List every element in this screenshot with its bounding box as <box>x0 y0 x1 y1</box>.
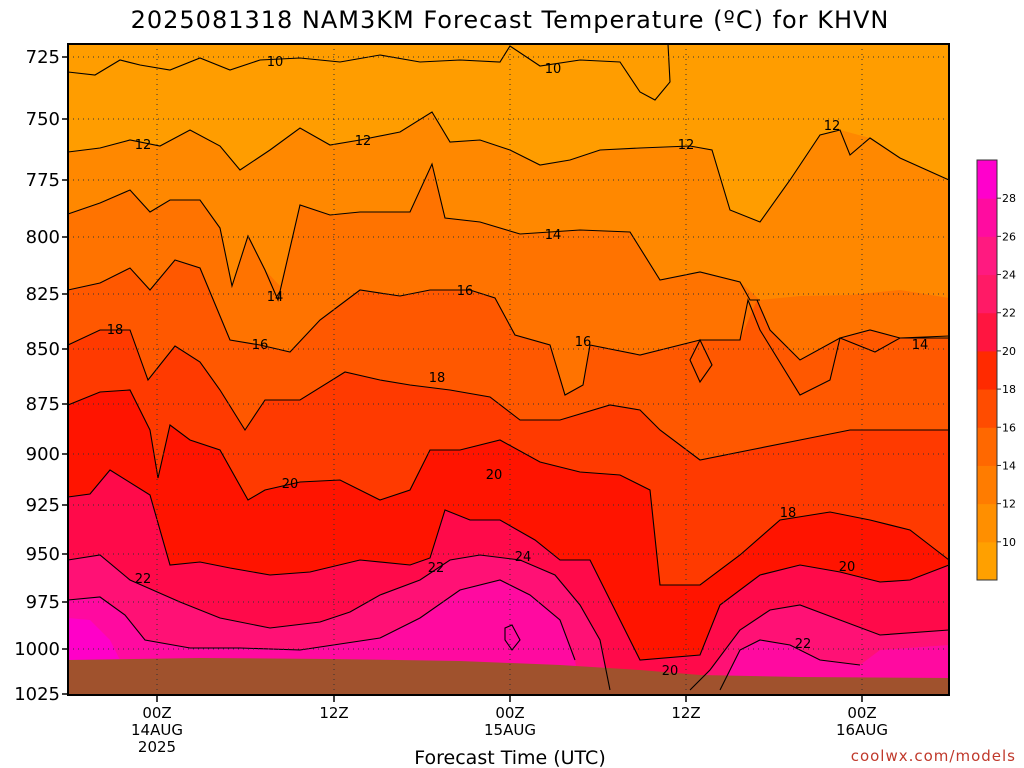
contour-label: 16 <box>252 338 269 353</box>
contour-label: 12 <box>135 138 152 153</box>
colorbar-swatch <box>977 427 997 466</box>
contour-label: 14 <box>267 290 284 305</box>
y-axis: 725 750 775 800 825 850 875 900 925 950 975 1000 102… <box>14 47 68 705</box>
colorbar-label: 18 <box>1002 383 1016 396</box>
y-tick-label: 750 <box>26 109 60 130</box>
contour-label: 20 <box>839 560 856 575</box>
colorbar-swatch <box>977 541 997 581</box>
contour-label: 12 <box>678 138 695 153</box>
contour-10 <box>67 43 671 101</box>
colorbar-swatch <box>977 312 997 352</box>
contour-18 <box>67 329 949 461</box>
x-tick-label: 12Z <box>319 704 348 722</box>
colorbar-label: 16 <box>1002 421 1016 434</box>
contour-label: 20 <box>662 664 679 679</box>
colorbar-label: 24 <box>1002 269 1016 282</box>
contour-label: 18 <box>780 506 797 521</box>
colorbar-swatch <box>977 198 997 237</box>
chart-title: 2025081318 NAM3KM Forecast Temperature (… <box>131 6 890 34</box>
contour-22 <box>67 469 950 661</box>
contour-labels: 10 10 12 12 12 12 14 14 14 16 16 16 18 1… <box>107 55 929 679</box>
x-tick-label: 00Z <box>142 704 171 722</box>
credit-text: coolwx.com/models <box>851 747 1016 765</box>
colorbar-label: 26 <box>1002 230 1016 243</box>
colorbar-swatch <box>977 274 997 314</box>
x-tick-label: 16AUG <box>836 721 888 739</box>
contour-16 <box>67 259 950 396</box>
colorbar-swatch <box>977 350 997 390</box>
contour-lines <box>67 43 950 691</box>
y-tick-label: 975 <box>26 592 60 613</box>
contour-label: 14 <box>912 338 929 353</box>
x-tick-label: 14AUG <box>131 721 183 739</box>
contour-label: 22 <box>795 637 812 652</box>
contour-label: 10 <box>267 55 284 70</box>
colorbar-label: 28 <box>1002 192 1016 205</box>
y-tick-label: 925 <box>26 495 60 516</box>
contour-24 <box>67 554 950 691</box>
colorbar-swatch <box>977 465 997 505</box>
plot-frame <box>67 43 950 696</box>
contour-16b <box>689 338 713 384</box>
contour-label: 24 <box>515 550 532 565</box>
colorbar-swatch <box>977 389 997 428</box>
y-tick-label: 725 <box>26 47 60 68</box>
colorbar-label: 12 <box>1002 498 1016 511</box>
x-tick-label: 15AUG <box>484 721 536 739</box>
colorbar-label: 20 <box>1002 345 1016 358</box>
colorbar-label: 14 <box>1002 459 1016 472</box>
colorbar-frame <box>976 159 998 581</box>
x-axis-label: Forecast Time (UTC) <box>414 747 605 768</box>
grid-lines <box>68 44 949 695</box>
contour-label: 12 <box>824 119 841 134</box>
y-tick-label: 825 <box>26 284 60 305</box>
colorbar-swatch <box>977 236 997 276</box>
colorbar-label: 22 <box>1002 307 1016 320</box>
x-tick-label: 2025 <box>138 738 176 756</box>
contour-label: 22 <box>428 561 445 576</box>
contour-label: 18 <box>107 323 124 338</box>
colorbar: 10 12 14 16 18 20 22 24 26 28 <box>976 159 1016 581</box>
band-28 <box>68 618 120 660</box>
x-tick-label: 00Z <box>847 704 876 722</box>
y-tick-label: 1000 <box>14 639 60 660</box>
y-tick-label: 950 <box>26 544 60 565</box>
y-tick-label: 1025 <box>14 684 60 705</box>
contour-26 <box>67 579 861 691</box>
x-tick-label: 00Z <box>495 704 524 722</box>
contour-label: 18 <box>429 371 446 386</box>
contour-20 <box>67 389 950 586</box>
temperature-bands <box>68 44 949 695</box>
colorbar-label: 10 <box>1002 536 1016 549</box>
contour-label: 12 <box>355 134 372 149</box>
y-tick-label: 900 <box>26 444 60 465</box>
ground-surface <box>68 658 949 695</box>
contour-26b <box>504 624 521 651</box>
contour-label: 16 <box>575 335 592 350</box>
y-tick-label: 800 <box>26 227 60 248</box>
contour-label: 22 <box>135 572 152 587</box>
contour-label: 10 <box>545 62 562 77</box>
contour-label: 16 <box>457 284 474 299</box>
y-tick-label: 875 <box>26 394 60 415</box>
y-tick-label: 775 <box>26 170 60 191</box>
colorbar-swatch <box>977 160 997 199</box>
y-tick-label: 850 <box>26 339 60 360</box>
colorbar-swatch <box>977 503 997 543</box>
contour-label: 20 <box>282 477 299 492</box>
contour-label: 20 <box>486 468 503 483</box>
x-tick-label: 12Z <box>671 704 700 722</box>
contour-label: 14 <box>545 228 562 243</box>
